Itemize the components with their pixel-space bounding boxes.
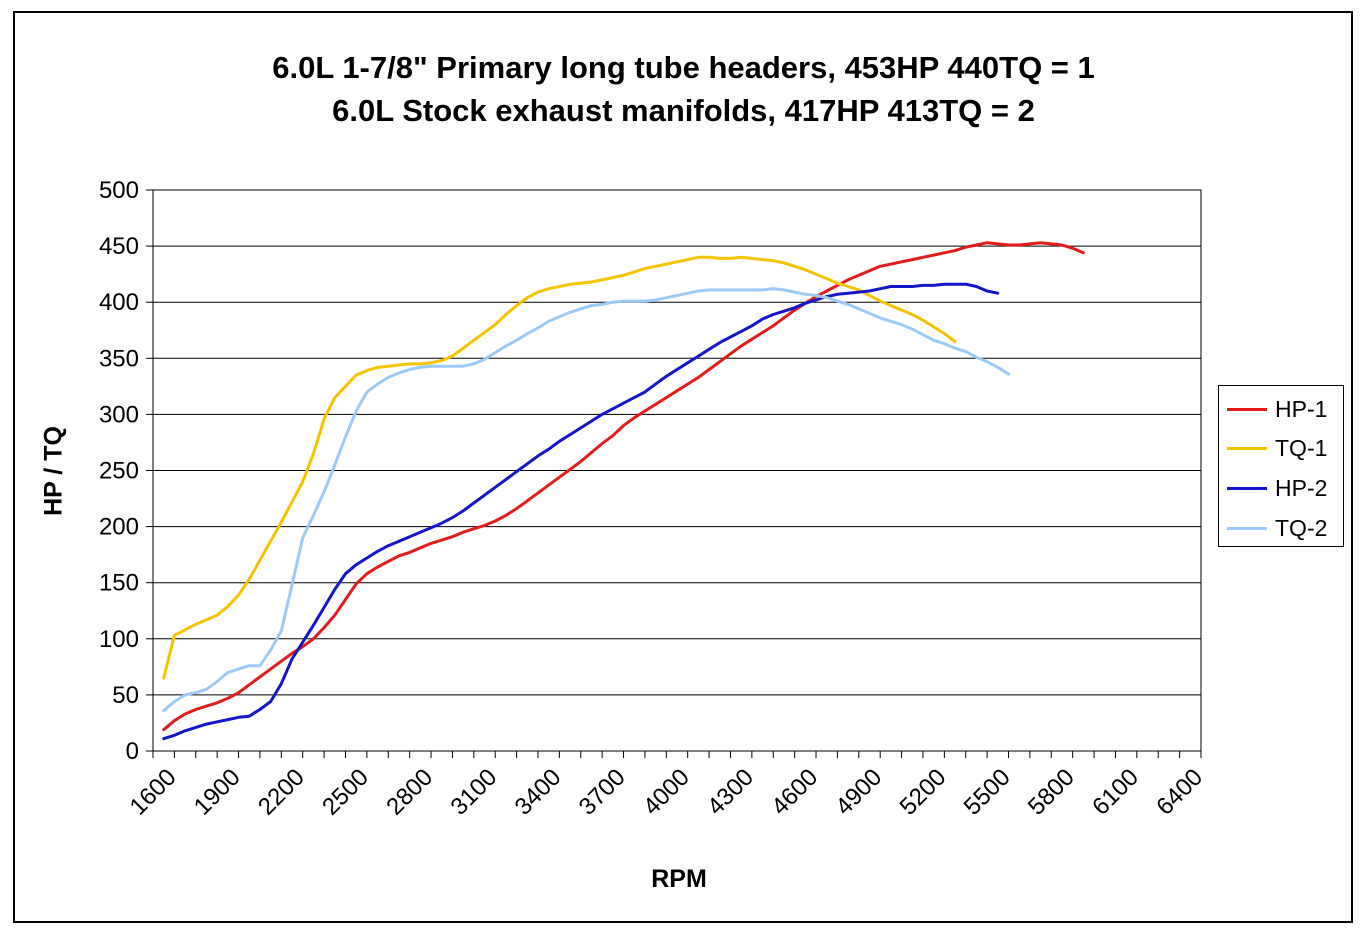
x-tick-label: 3400 bbox=[510, 764, 567, 821]
y-tick-label: 350 bbox=[99, 345, 139, 372]
legend-item-hp-2: HP-2 bbox=[1227, 473, 1327, 503]
chart-title: 6.0L 1-7/8" Primary long tube headers, 4… bbox=[272, 50, 1095, 85]
x-tick-label: 3100 bbox=[445, 764, 502, 821]
series-line-hp-1 bbox=[162, 241, 1085, 732]
x-tick-label: 1900 bbox=[189, 764, 246, 821]
legend-swatch-tq-2 bbox=[1227, 526, 1267, 530]
legend-label-hp-1: HP-1 bbox=[1275, 395, 1328, 422]
x-tick-label: 2500 bbox=[317, 764, 374, 821]
x-tick-label: 2200 bbox=[253, 764, 310, 821]
y-tick-label: 450 bbox=[99, 233, 139, 260]
x-tick-label: 5800 bbox=[1023, 764, 1080, 821]
legend-swatch-hp-1 bbox=[1227, 407, 1267, 411]
x-tick-label: 2800 bbox=[381, 764, 438, 821]
y-tick-label: 100 bbox=[99, 626, 139, 653]
plot-area bbox=[152, 189, 1202, 752]
x-tick-label: 3700 bbox=[574, 764, 631, 821]
series-line-hp-2 bbox=[162, 282, 1000, 741]
legend-swatch-tq-1 bbox=[1227, 446, 1267, 450]
legend-item-tq-1: TQ-1 bbox=[1227, 433, 1327, 463]
y-tick-label: 200 bbox=[99, 514, 139, 541]
series-line-tq-1 bbox=[162, 255, 957, 680]
x-tick-label: 5200 bbox=[895, 764, 952, 821]
x-tick-label: 4600 bbox=[766, 764, 823, 821]
x-tick-label: 6100 bbox=[1087, 764, 1144, 821]
series-line-tq-2 bbox=[162, 287, 1010, 713]
chart-subtitle: 6.0L Stock exhaust manifolds, 417HP 413T… bbox=[332, 93, 1035, 128]
legend-label-hp-2: HP-2 bbox=[1275, 474, 1328, 501]
legend-label-tq-1: TQ-1 bbox=[1275, 434, 1328, 461]
y-tick-label: 300 bbox=[99, 401, 139, 428]
legend: HP-1 TQ-1 HP-2 TQ-2 bbox=[1218, 385, 1344, 547]
x-tick-label: 5500 bbox=[959, 764, 1016, 821]
legend-swatch-hp-2 bbox=[1227, 486, 1267, 490]
y-tick-label: 500 bbox=[99, 177, 139, 204]
y-tick-label: 250 bbox=[99, 458, 139, 485]
legend-item-hp-1: HP-1 bbox=[1227, 394, 1327, 424]
legend-label-tq-2: TQ-2 bbox=[1275, 514, 1328, 541]
y-tick-label: 400 bbox=[99, 289, 139, 316]
x-tick-label: 4000 bbox=[638, 764, 695, 821]
x-tick-label: 1600 bbox=[125, 764, 182, 821]
y-axis-label: HP / TQ bbox=[39, 426, 68, 516]
x-tick-label: 4300 bbox=[702, 764, 759, 821]
x-tick-label: 4900 bbox=[830, 764, 887, 821]
chart-frame bbox=[13, 11, 1353, 923]
x-tick-label: 6400 bbox=[1151, 764, 1208, 821]
y-tick-label: 150 bbox=[99, 570, 139, 597]
legend-item-tq-2: TQ-2 bbox=[1227, 513, 1327, 543]
x-axis-label: RPM bbox=[651, 865, 707, 893]
y-tick-label: 50 bbox=[112, 682, 139, 709]
y-tick-label: 0 bbox=[126, 738, 139, 765]
